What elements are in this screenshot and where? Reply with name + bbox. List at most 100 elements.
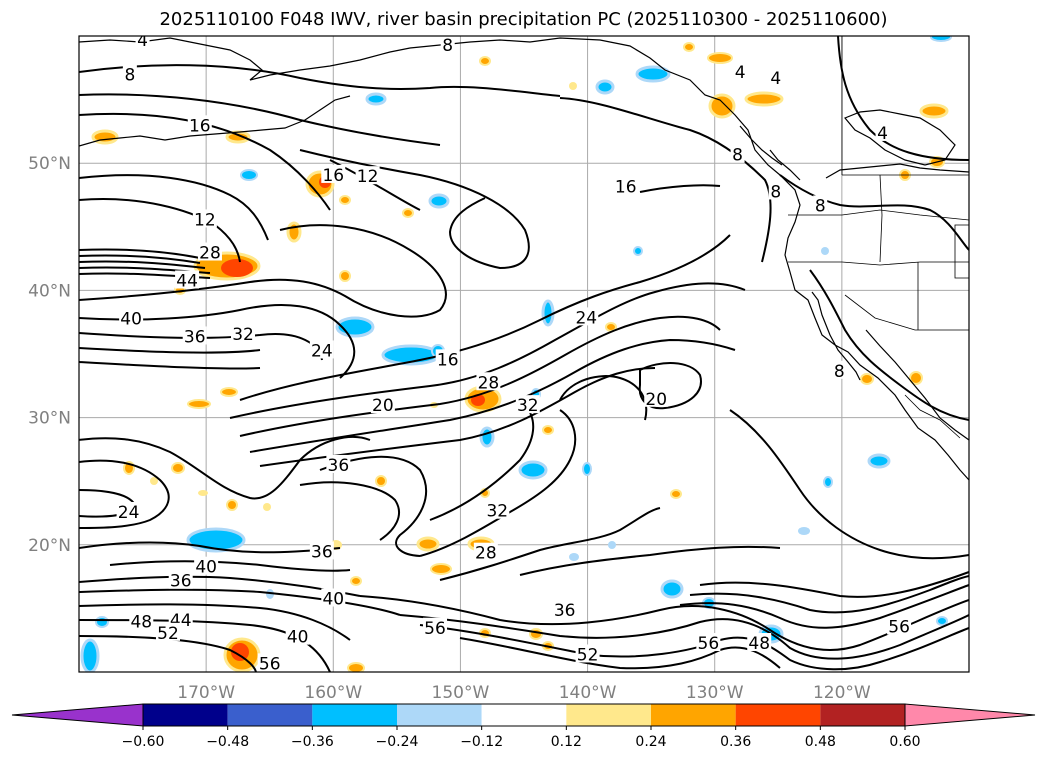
contour-label: 8 xyxy=(442,36,453,56)
contour-label-bg xyxy=(187,115,212,134)
colorbar-tick-label: 0.48 xyxy=(805,734,836,750)
contour-label: 48 xyxy=(130,612,152,632)
lat-tick-label: 40°N xyxy=(28,281,71,301)
contour-label-bg xyxy=(768,68,783,87)
contour-label: 40 xyxy=(120,310,142,330)
contour-label-bg xyxy=(552,599,577,618)
contour-label: 28 xyxy=(478,373,500,393)
contour-label-bg xyxy=(423,617,447,636)
lon-tick-label: 130°W xyxy=(686,683,744,703)
colorbar-tick-label: 0.36 xyxy=(720,734,751,750)
contour-label: 56 xyxy=(259,654,281,674)
contour-label-bg xyxy=(321,164,346,183)
contour-label-bg xyxy=(435,349,460,368)
contour-label: 4 xyxy=(877,124,888,144)
contour-label: 8 xyxy=(770,182,781,202)
contour-label: 36 xyxy=(311,542,333,562)
contour-label: 36 xyxy=(184,327,206,347)
contour-label: 16 xyxy=(437,350,459,370)
contour-label-bg xyxy=(696,633,721,652)
contour-label: 8 xyxy=(124,65,135,85)
contour-label: 8 xyxy=(834,362,845,382)
contour-label: 16 xyxy=(615,177,637,197)
iwv-contours xyxy=(79,36,969,672)
contour-label-bg xyxy=(747,633,772,652)
contour-label-bg xyxy=(575,644,600,663)
colorbar-segment xyxy=(397,704,482,726)
contour-label: 16 xyxy=(189,116,211,136)
colorbar-segment xyxy=(735,704,821,726)
contour-label-bg xyxy=(257,653,282,672)
contour-label-bg xyxy=(326,454,351,473)
contour-label-bg xyxy=(135,36,150,49)
contour-label-bg xyxy=(129,611,154,630)
contour-label: 24 xyxy=(575,308,597,328)
contour-label: 24 xyxy=(118,503,140,523)
contour-label-bg xyxy=(574,307,599,326)
lon-tick-label: 160°W xyxy=(304,683,362,703)
plot-area xyxy=(79,36,969,672)
contour-label: 48 xyxy=(748,634,770,654)
contour-label: 12 xyxy=(194,210,216,230)
contour-label-bg xyxy=(285,626,310,645)
contour-label-bg xyxy=(644,388,669,407)
contour-label-bg xyxy=(476,372,501,391)
contour-label-bg xyxy=(875,122,890,141)
contour-label-bg xyxy=(613,176,638,195)
contour-label-bg xyxy=(832,360,847,379)
colorbar-extend-high xyxy=(904,703,1036,727)
plot-frame xyxy=(78,35,970,673)
colorbar: −0.60 −0.48 −0.36 −0.24 −0.12 0.12 0.24 0.36 0.4… xyxy=(11,703,1036,750)
contour-label: 12 xyxy=(357,167,379,187)
colorbar-segment xyxy=(820,704,905,726)
contour-label-bg xyxy=(730,144,745,163)
contour-label: 36 xyxy=(328,456,350,476)
contour-label: 4 xyxy=(770,69,781,89)
colorbar-segment xyxy=(227,704,313,726)
contour-label-bg xyxy=(168,570,193,589)
contour-label-bg xyxy=(309,340,334,359)
contour-label-bg xyxy=(309,541,334,560)
contour-label-bg xyxy=(813,195,828,214)
contour-label-bg xyxy=(122,64,137,83)
lon-tick-label: 120°W xyxy=(813,683,871,703)
colorbar-tick-label: −0.60 xyxy=(122,734,165,750)
contour-label: 4 xyxy=(735,63,746,83)
colorbar-tick-label: −0.36 xyxy=(291,734,334,750)
longitude-axis: 170°W 160°W 150°W 140°W 130°W 120°W xyxy=(177,683,871,703)
colorbar-segment xyxy=(312,704,397,726)
contour-label-bg xyxy=(768,181,783,200)
contour-label: 8 xyxy=(732,146,743,166)
lat-tick-label: 30°N xyxy=(28,409,71,429)
contour-label-bg xyxy=(440,36,455,54)
contour-label: 4 xyxy=(137,31,148,51)
contour-label: 40 xyxy=(195,558,217,578)
colorbar-extend-low xyxy=(11,703,144,727)
contour-label: 16 xyxy=(322,166,344,186)
contour-label-bg xyxy=(119,308,144,327)
lon-tick-label: 150°W xyxy=(432,683,490,703)
colorbar-tick-label: 0.24 xyxy=(635,734,666,750)
borders xyxy=(788,36,969,439)
contour-label: 20 xyxy=(372,396,394,416)
colorbar-tick-label: −0.24 xyxy=(376,734,419,750)
contour-label-bg xyxy=(370,395,395,414)
contour-label-bg xyxy=(194,556,219,575)
contour-label-bg xyxy=(515,395,540,414)
colorbar-tick-label: −0.12 xyxy=(460,734,503,750)
lon-tick-label: 170°W xyxy=(177,683,235,703)
colorbar-segment xyxy=(143,704,228,726)
contour-label: 52 xyxy=(577,645,599,665)
lat-tick-label: 20°N xyxy=(28,536,71,556)
contour-label-bg xyxy=(473,542,498,561)
contour-label: 28 xyxy=(199,244,221,264)
colorbar-segment xyxy=(566,704,651,726)
contour-label: 8 xyxy=(815,196,826,216)
colorbar-tick-label: 0.12 xyxy=(551,734,582,750)
contour-label-bg xyxy=(321,588,346,607)
contour-label: 24 xyxy=(311,341,333,361)
contour-label: 28 xyxy=(475,544,497,564)
contour-label-bg xyxy=(197,242,222,261)
